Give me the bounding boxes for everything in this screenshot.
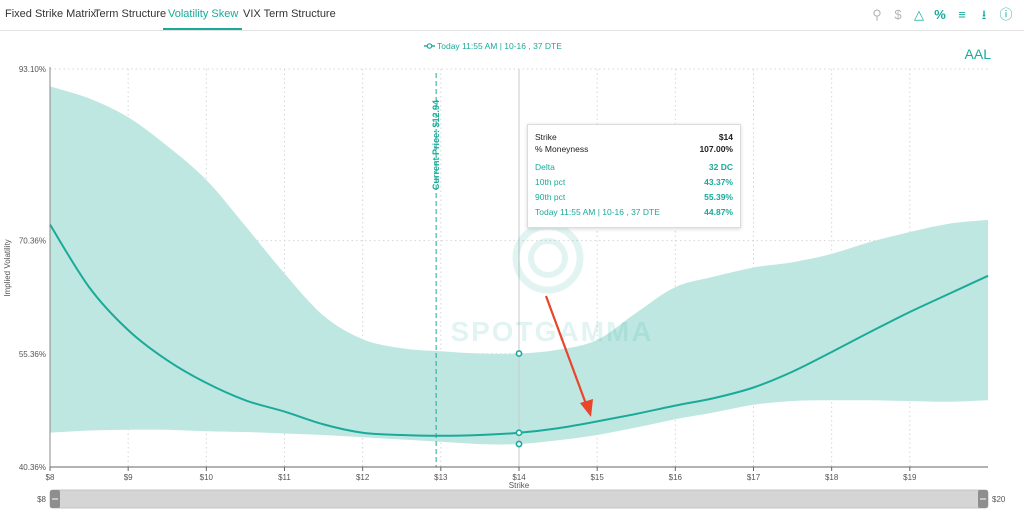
tooltip-value: $14 — [718, 132, 733, 142]
slider-max-label: $20 — [992, 495, 1006, 504]
chart-toolbar: ⚲ $ △ % ≡ ⭳ ⓘ — [868, 6, 1018, 24]
tab-bar: Fixed Strike Matrix Term Structure Volat… — [0, 0, 1024, 31]
percentile-band-area — [50, 86, 988, 445]
tooltip-key: 90th pct — [535, 192, 566, 202]
dollar-icon[interactable]: $ — [894, 7, 902, 22]
watermark-text: SPOTGAMMA — [450, 316, 653, 347]
tooltip-key: Today 11:55 AM | 10-16 , 37 DTE — [535, 207, 660, 217]
info-icon[interactable]: ⓘ — [999, 7, 1013, 22]
hover-tooltip: Strike $14 % Moneyness 107.00% Delta 32 … — [527, 124, 741, 228]
volatility-skew-chart: Current Price: $12.94 $8 $9 $10 $11 $12 $13 $1… — [3, 41, 1006, 509]
current-price-label: Current Price: $12.94 — [431, 100, 441, 190]
y-tick-label: 93.10% — [19, 65, 46, 74]
tooltip-row-delta: Delta 32 DC — [535, 162, 733, 174]
x-tick-label: $9 — [124, 473, 133, 482]
watermark-logo-outer — [512, 222, 584, 294]
tab-volatility-skew[interactable]: Volatility Skew — [163, 0, 243, 30]
tooltip-value: 43.37% — [704, 177, 733, 187]
x-tick-label: $14 — [512, 473, 526, 482]
x-axis-title: Strike — [509, 481, 530, 490]
arrow-head — [580, 399, 593, 417]
tooltip-row-strike: Strike $14 — [535, 132, 733, 144]
x-tick-label: $17 — [747, 473, 761, 482]
tooltip-row-10th-pct: 10th pct 43.37% — [535, 177, 733, 189]
y-tick-label: 70.36% — [19, 237, 46, 246]
x-tick-label: $8 — [46, 473, 55, 482]
x-tick-label: $12 — [356, 473, 370, 482]
tab-vix-term-structure[interactable]: VIX Term Structure — [243, 8, 336, 20]
tooltip-value: 55.39% — [704, 192, 733, 202]
arrow-shaft — [544, 295, 588, 405]
y-tick-label: 55.36% — [19, 350, 46, 359]
y-axis-title: Implied Volatility — [3, 239, 12, 296]
tooltip-row-moneyness: % Moneyness 107.00% — [535, 144, 733, 156]
x-tick-label: $16 — [669, 473, 683, 482]
x-tick-label: $19 — [903, 473, 917, 482]
legend-marker-dot — [426, 43, 433, 49]
tooltip-value: 107.00% — [699, 144, 733, 154]
hover-point — [515, 429, 523, 437]
watermark-logo-inner — [528, 238, 568, 278]
slider-track[interactable] — [49, 489, 989, 509]
chart-legend[interactable]: Today 11:55 AM | 10-16 , 37 DTE — [424, 41, 562, 51]
percent-icon[interactable]: % — [934, 7, 946, 22]
download-icon[interactable]: ⭳ — [981, 7, 987, 22]
tooltip-key: Strike — [535, 132, 557, 142]
x-tick-label: $10 — [200, 473, 214, 482]
tooltip-value: 44.87% — [704, 207, 733, 217]
tooltip-key: 10th pct — [535, 177, 566, 187]
x-tick-label: $15 — [590, 473, 604, 482]
tooltip-key: % Moneyness — [535, 144, 589, 154]
tooltip-key: Delta — [535, 162, 555, 172]
spotgamma-watermark: SPOTGAMMA — [450, 222, 653, 347]
legend-label: Today 11:55 AM | 10-16 , 37 DTE — [437, 41, 562, 51]
range-slider[interactable]: $8 $20 — [37, 489, 1006, 509]
hover-point — [515, 350, 523, 357]
filter-icon[interactable]: ≡ — [958, 7, 966, 22]
x-tick-label: $18 — [825, 473, 839, 482]
x-tick-label: $11 — [278, 473, 291, 482]
tab-term-structure[interactable]: Term Structure — [94, 8, 167, 20]
tab-fixed-strike-matrix[interactable]: Fixed Strike Matrix — [5, 8, 97, 20]
search-icon[interactable]: ⚲ — [872, 7, 882, 22]
x-tick-label: $13 — [434, 473, 448, 482]
annotation-arrow — [544, 295, 593, 417]
delta-icon[interactable]: △ — [914, 7, 924, 22]
tooltip-row-90th-pct: 90th pct 55.39% — [535, 192, 733, 204]
tooltip-row-series: Today 11:55 AM | 10-16 , 37 DTE 44.87% — [535, 207, 733, 219]
ticker-label: AAL — [965, 46, 992, 62]
tooltip-value: 32 DC — [708, 162, 733, 172]
hover-point — [515, 440, 523, 448]
y-tick-label: 40.36% — [19, 463, 46, 472]
slider-min-label: $8 — [37, 495, 46, 504]
